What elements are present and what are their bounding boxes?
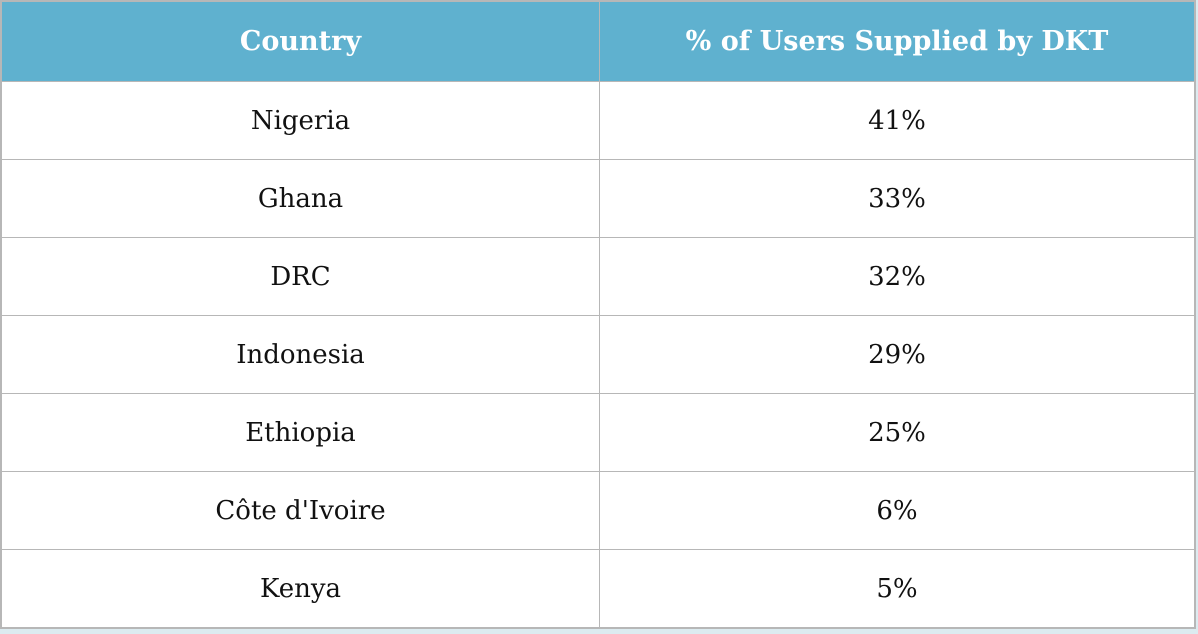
percentage-cell: 32% [599, 237, 1195, 316]
table-header: Country % of Users Supplied by DKT [1, 1, 1195, 82]
column-header-users-supplied: % of Users Supplied by DKT [599, 1, 1195, 82]
table-row: Kenya 5% [1, 549, 1195, 628]
table-body: Nigeria 41% Ghana 33% DRC 32% Indonesia … [1, 81, 1195, 628]
column-header-country: Country [1, 1, 600, 82]
country-cell: Kenya [1, 549, 600, 628]
country-cell: Nigeria [1, 81, 600, 160]
header-row: Country % of Users Supplied by DKT [1, 1, 1195, 82]
country-cell: Ghana [1, 159, 600, 238]
percentage-cell: 25% [599, 393, 1195, 472]
country-cell: Côte d'Ivoire [1, 471, 600, 550]
country-cell: Indonesia [1, 315, 600, 394]
table-row: Ghana 33% [1, 159, 1195, 238]
percentage-cell: 5% [599, 549, 1195, 628]
table-row: Ethiopia 25% [1, 393, 1195, 472]
country-cell: DRC [1, 237, 600, 316]
table-row: Indonesia 29% [1, 315, 1195, 394]
table-row: Nigeria 41% [1, 81, 1195, 160]
percentage-cell: 29% [599, 315, 1195, 394]
country-cell: Ethiopia [1, 393, 600, 472]
percentage-cell: 6% [599, 471, 1195, 550]
table-row: Côte d'Ivoire 6% [1, 471, 1195, 550]
table-row: DRC 32% [1, 237, 1195, 316]
percentage-cell: 33% [599, 159, 1195, 238]
percentage-cell: 41% [599, 81, 1195, 160]
